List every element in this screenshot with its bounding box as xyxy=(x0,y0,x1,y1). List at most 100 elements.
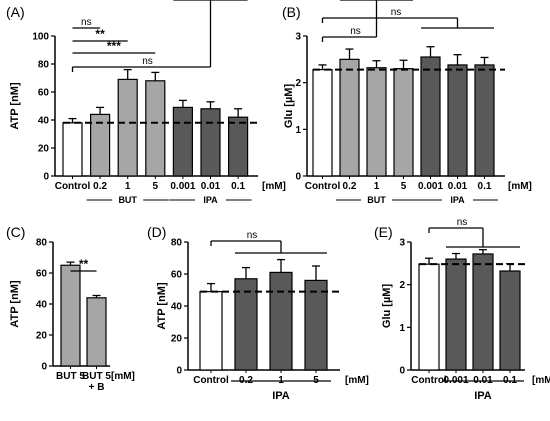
x-tick-label: 0.2 xyxy=(343,181,357,192)
x-tick-label: 0.01 xyxy=(201,181,221,192)
significance-label: *** xyxy=(107,39,121,53)
x-tick-label: Control xyxy=(411,375,447,386)
bar xyxy=(447,64,468,177)
group-label: IPA xyxy=(203,195,218,205)
y-tick-label: 40 xyxy=(36,300,48,311)
y-axis-label: ATP [nM] xyxy=(9,280,21,328)
bar xyxy=(228,116,249,177)
panel-label: (A) xyxy=(6,4,25,20)
y-tick-label: 60 xyxy=(38,88,50,99)
panel-b: (B) 0 1 2 3 Glu [µM] Control 0.2 1 5 0.001 0.01 0.1 [… xyxy=(282,0,532,205)
x-tick-label: 1 xyxy=(125,181,131,192)
y-tick-label: 20 xyxy=(171,334,183,345)
x-tick-label: 0.001 xyxy=(418,181,443,192)
bar xyxy=(474,64,495,177)
bar xyxy=(366,67,387,177)
y-tick-label: 40 xyxy=(38,116,50,127)
bar xyxy=(145,80,166,177)
x-tick-label: 0.1 xyxy=(478,181,492,192)
group-label: BUT xyxy=(118,195,137,205)
bar xyxy=(199,291,223,371)
y-tick-label: 3 xyxy=(295,32,301,43)
panel-label: (B) xyxy=(282,4,301,20)
x-tick-label: 1 xyxy=(374,181,380,192)
x-tick-label: 5 xyxy=(153,181,159,192)
x-tick-label: Control xyxy=(305,181,341,192)
bar xyxy=(304,279,328,371)
bar xyxy=(269,271,293,371)
y-tick-label: 80 xyxy=(36,238,48,249)
y-tick-label: 20 xyxy=(36,331,48,342)
y-tick-label: 1 xyxy=(295,125,301,136)
x-tick-label: 0.01 xyxy=(448,181,468,192)
significance-label: ** xyxy=(79,257,89,271)
y-axis-label: ATP [nM] xyxy=(156,282,168,330)
significance-label: ns xyxy=(457,217,468,228)
y-tick-label: 20 xyxy=(38,144,50,155)
significance-label: ns xyxy=(350,26,361,37)
bar xyxy=(117,78,138,177)
y-tick-label: 0 xyxy=(41,362,47,373)
y-tick-label: 1 xyxy=(399,323,405,334)
bar xyxy=(418,263,440,371)
bar xyxy=(62,122,83,177)
x-unit-label: [mM] xyxy=(532,375,550,386)
x-tick-label: + B xyxy=(89,382,105,393)
x-tick-label: 5 xyxy=(401,181,407,192)
panel-a: (A) 0 20 40 60 80 100 ATP [nM] Control 0.2 1 5 0.001… xyxy=(6,0,286,205)
x-unit-label: [mM] xyxy=(345,375,369,386)
x-tick-label: 0.2 xyxy=(93,181,107,192)
y-tick-label: 0 xyxy=(295,172,301,183)
significance-label: ns xyxy=(391,7,402,18)
panel-label: (C) xyxy=(6,224,25,240)
y-tick-label: 3 xyxy=(399,238,405,249)
significance-label: ** xyxy=(95,27,105,41)
y-tick-label: 80 xyxy=(171,238,183,249)
y-axis-label: Glu [µM] xyxy=(381,284,393,329)
bar xyxy=(499,270,521,371)
y-axis-label: Glu [µM] xyxy=(283,84,295,129)
x-tick-label: Control xyxy=(55,181,91,192)
x-unit-label: [mM] xyxy=(262,181,286,192)
bar xyxy=(86,297,107,367)
x-unit-label: [mM] xyxy=(111,371,135,382)
bar xyxy=(445,258,467,371)
x-tick-label: BUT 5 xyxy=(82,371,111,382)
group-label: IPA xyxy=(474,390,492,402)
x-unit-label: [mM] xyxy=(508,181,532,192)
bar xyxy=(472,253,494,371)
y-axis-label: ATP [nM] xyxy=(9,82,21,130)
bar xyxy=(339,58,360,177)
x-tick-label: BUT 5 xyxy=(56,371,85,382)
x-tick-label: Control xyxy=(193,375,229,386)
y-tick-label: 0 xyxy=(176,366,182,377)
significance-label: ns xyxy=(81,17,92,28)
group-label: IPA xyxy=(272,390,290,402)
bar xyxy=(312,68,333,177)
group-label: BUT xyxy=(367,195,386,205)
bar xyxy=(420,56,441,177)
significance-label: ns xyxy=(142,56,153,67)
y-tick-label: 0 xyxy=(399,366,405,377)
y-tick-label: 2 xyxy=(399,280,405,291)
x-tick-label: 0.1 xyxy=(231,181,245,192)
y-tick-label: 60 xyxy=(171,270,183,281)
bar xyxy=(172,106,193,177)
panel-label: (D) xyxy=(147,224,166,240)
bar xyxy=(393,68,414,177)
x-tick-label: 0.001 xyxy=(170,181,195,192)
y-tick-label: 40 xyxy=(171,302,183,313)
y-tick-label: 100 xyxy=(32,32,49,43)
y-tick-label: 0 xyxy=(43,172,49,183)
significance-label: ns xyxy=(247,230,258,241)
group-label: IPA xyxy=(450,195,465,205)
y-tick-label: 60 xyxy=(36,269,48,280)
y-tick-label: 2 xyxy=(295,78,301,89)
panel-label: (E) xyxy=(374,224,393,240)
y-tick-label: 80 xyxy=(38,60,50,71)
bar xyxy=(200,108,221,177)
